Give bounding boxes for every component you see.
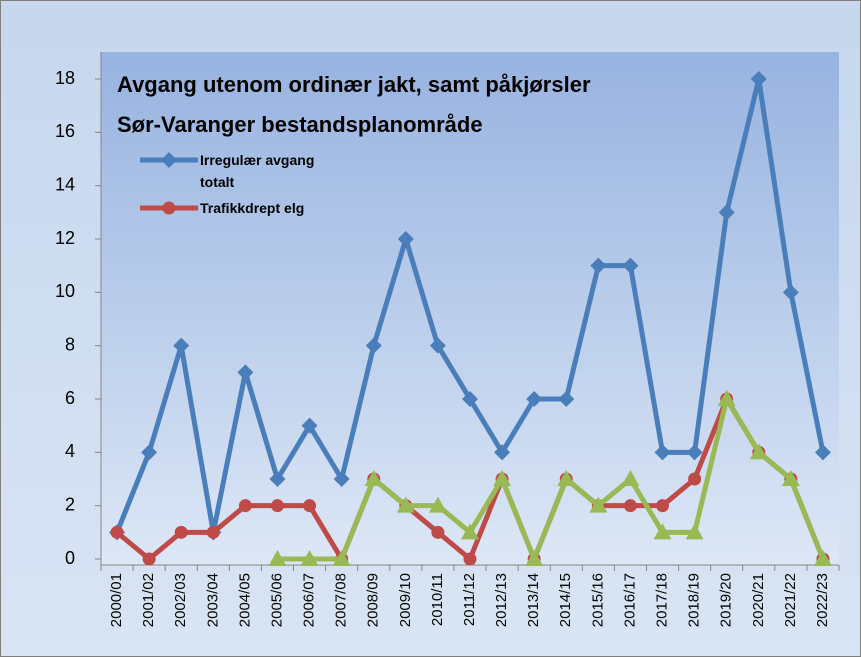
x-tick-label: 2009/10 [397,573,414,627]
marker [557,470,576,486]
legend-label: Irregulær avgang totalt [200,152,315,190]
marker [429,337,446,354]
x-tick-label: 2007/08 [333,573,350,627]
chart-title: Avgang utenom ordinær jakt, samt påkjørs… [117,72,591,97]
y-tick-label: 10 [55,281,75,301]
x-tick-label: 2021/22 [782,573,799,627]
legend-label: Trafikkdrept elg [200,200,305,216]
x-tick-label: 2022/23 [814,573,831,627]
y-tick-label: 14 [55,174,75,194]
legend-marker [162,201,176,215]
x-tick-label: 2011/12 [461,573,478,626]
legend-entry: Irregulær avgang totalt [200,152,315,190]
y-tick-label: 12 [55,228,75,248]
marker [656,499,670,513]
marker [396,496,415,513]
marker [463,552,477,566]
y-tick-label: 16 [55,121,75,141]
marker [332,550,351,566]
marker [688,472,702,486]
marker [750,71,767,87]
x-tick-label: 2018/19 [686,573,703,627]
marker [749,443,768,460]
x-tick-label: 2005/06 [268,573,285,627]
marker [623,499,637,513]
marker [365,337,382,354]
x-tick-label: 2013/14 [525,573,542,627]
x-tick-label: 2010/11 [429,573,446,626]
marker [717,390,736,406]
marker [781,470,800,486]
chart-subtitle: Sør-Varanger bestandsplanområde [117,112,483,137]
marker [814,444,831,461]
series-line [277,396,826,562]
x-tick-label: 2017/18 [653,573,670,627]
marker [174,525,188,539]
marker [173,337,190,354]
marker [621,470,640,486]
marker [237,364,254,381]
marker [142,552,156,566]
marker [590,257,607,274]
x-tick-label: 2001/02 [140,573,157,627]
x-tick-label: 2019/20 [718,573,735,627]
marker [431,525,445,539]
marker [206,525,220,539]
x-tick-label: 2004/05 [236,573,253,627]
y-tick-label: 0 [65,548,75,568]
marker [301,417,318,434]
marker [653,523,672,540]
marker [686,444,703,461]
marker [141,444,158,461]
y-tick-label: 2 [65,494,75,514]
marker [493,470,512,486]
x-tick-label: 2006/07 [301,573,318,627]
marker [622,257,639,274]
marker [462,391,478,407]
y-tick-label: 18 [55,68,75,88]
marker [461,523,479,540]
marker [782,284,799,301]
y-tick-label: 8 [65,334,75,354]
x-tick-label: 2002/03 [172,573,189,627]
marker [685,523,704,540]
marker [494,444,511,461]
x-tick-label: 2015/16 [589,573,606,627]
y-tick-label: 4 [65,441,75,461]
marker [270,499,284,513]
marker [428,496,447,513]
marker [397,231,414,247]
marker [333,471,350,487]
marker [303,499,317,513]
legend-marker [161,152,177,168]
marker [718,204,735,221]
marker [525,550,544,566]
x-tick-label: 2014/15 [557,573,574,627]
marker [364,470,383,486]
marker [300,550,319,566]
marker [526,391,543,407]
x-tick-label: 2016/17 [621,573,638,627]
x-tick-label: 2003/04 [204,573,221,627]
marker [238,499,252,513]
marker [813,550,832,566]
marker [268,550,287,566]
y-tick-label: 6 [65,388,75,408]
x-tick-label: 2008/09 [365,573,382,627]
marker [110,525,124,539]
x-tick-label: 2020/21 [750,573,767,627]
legend-entry: Trafikkdrept elg [200,200,305,216]
marker [269,471,286,487]
x-tick-label: 2000/01 [108,573,125,627]
x-tick-label: 2012/13 [493,573,510,627]
marker [654,444,671,461]
marker [558,391,575,407]
marker [589,496,608,513]
